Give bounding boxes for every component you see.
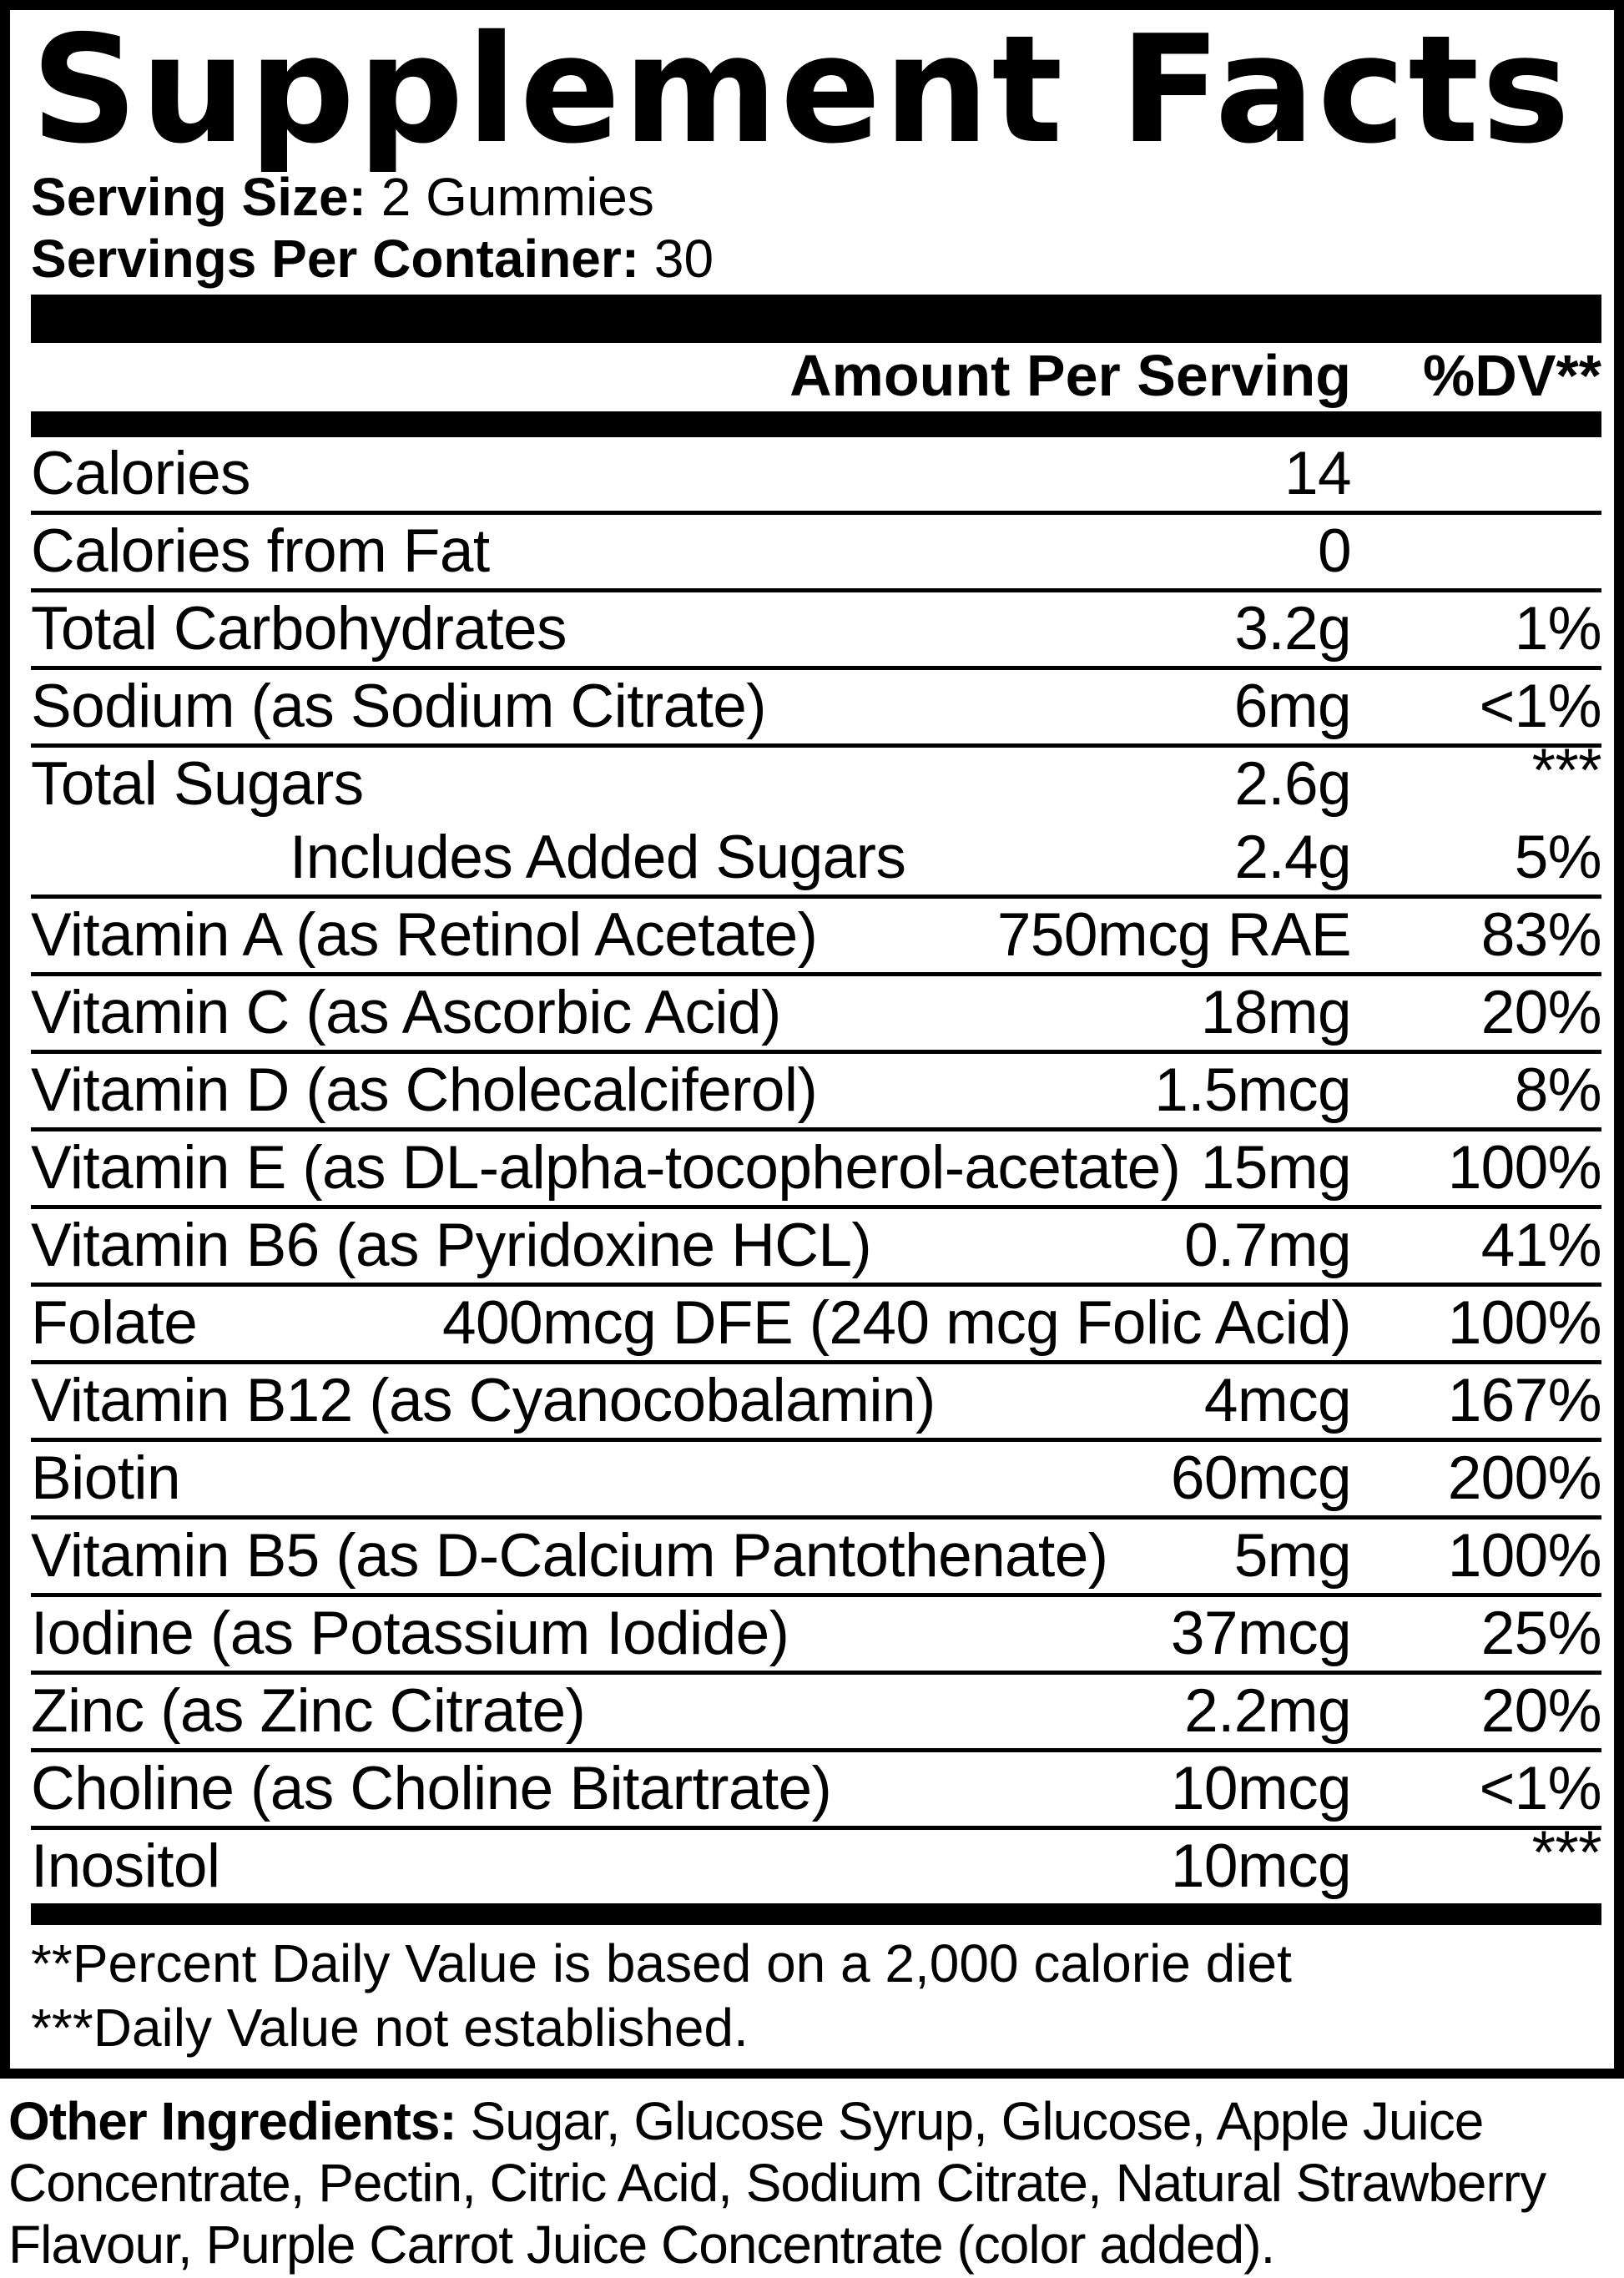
thick-divider-top (31, 295, 1601, 344)
servings-per-container-line: Servings Per Container: 30 (31, 228, 1601, 290)
nutrient-amount: 0 (1318, 517, 1352, 586)
table-row: Calories 14 (31, 437, 1601, 516)
nutrient-daily-value: 20% (1480, 1677, 1602, 1746)
nutrient-name: Total Sugars (31, 750, 364, 819)
column-header-amount: Amount Per Serving (789, 343, 1351, 409)
serving-size-value: 2 Gummies (381, 167, 654, 228)
nutrient-amount: 5mg (1233, 1522, 1352, 1590)
nutrient-amount: 6mg (1233, 673, 1352, 741)
nutrient-daily-value: *** (1531, 1819, 1602, 1887)
other-ingredients-text: Sugar, Glucose Syrup, Glucose, Apple Jui… (8, 2091, 1546, 2275)
nutrient-amount: 10mcg (1170, 1832, 1352, 1901)
nutrient-name: Iodine (as Potassium Iodide) (31, 1600, 789, 1668)
table-row: Biotin 60mcg 200% (31, 1442, 1602, 1520)
table-row: Includes Added Sugars 2.4g 5% (31, 821, 1602, 900)
nutrient-amount: 1.5mcg (1154, 1056, 1351, 1125)
nutrient-daily-value: 100% (1447, 1134, 1602, 1202)
nutrient-daily-value: 25% (1480, 1600, 1602, 1668)
other-ingredients-paragraph: Other Ingredients: Sugar, Glucose Syrup,… (8, 2090, 1616, 2275)
supplement-facts-panel: Supplement Facts Serving Size: 2 Gummies… (0, 0, 1624, 2079)
nutrient-daily-value: 200% (1447, 1444, 1602, 1513)
facts-table-body: Calories 14 Calories from Fat 0 Total Ca… (31, 437, 1602, 1903)
thick-divider-bottom (31, 1903, 1601, 1926)
nutrient-amount: 2.6g (1234, 750, 1351, 819)
table-row: Vitamin D (as Cholecalciferol) 1.5mcg 8% (31, 1054, 1602, 1132)
table-row: Vitamin E (as DL-alpha-tocopherol-acetat… (31, 1131, 1602, 1210)
nutrient-amount: 2.2mg (1184, 1677, 1351, 1746)
serving-size-line: Serving Size: 2 Gummies (31, 166, 1601, 228)
nutrient-name: Choline (as Choline Bitartrate) (31, 1755, 832, 1823)
table-row: Vitamin B6 (as Pyridoxine HCL) 0.7mg 41% (31, 1209, 1602, 1288)
nutrient-name: Calories (31, 440, 251, 508)
nutrient-name: Vitamin B5 (as D-Calcium Pantothenate) (31, 1522, 1108, 1590)
nutrient-daily-value: 167% (1447, 1367, 1602, 1435)
footnote-dv: **Percent Daily Value is based on a 2,00… (31, 1933, 1292, 1994)
nutrient-daily-value: 8% (1514, 1056, 1602, 1125)
nutrient-name: Vitamin A (as Retinol Acetate) (31, 901, 818, 970)
nutrient-daily-value: 1% (1514, 595, 1602, 663)
nutrient-daily-value: <1% (1479, 1755, 1602, 1823)
nutrient-name: Includes Added Sugars (290, 824, 906, 892)
nutrient-daily-value: 20% (1480, 979, 1602, 1047)
table-row: Vitamin B5 (as D-Calcium Pantothenate) 5… (31, 1520, 1602, 1598)
nutrient-amount: 2.4g (1234, 824, 1351, 892)
table-row: Iodine (as Potassium Iodide) 37mcg 25% (31, 1597, 1602, 1676)
table-row: Choline (as Choline Bitartrate) 10mcg <1… (31, 1752, 1602, 1831)
nutrient-daily-value: 100% (1447, 1289, 1602, 1358)
thick-divider-header (31, 411, 1601, 438)
servings-per-container-label: Servings Per Container: (31, 229, 640, 290)
nutrient-name: Zinc (as Zinc Citrate) (31, 1677, 586, 1746)
table-row: Vitamin A (as Retinol Acetate) 750mcg RA… (31, 899, 1602, 977)
table-row: Total Carbohydrates 3.2g 1% (31, 592, 1602, 671)
page-title: Supplement Facts (31, 3, 1573, 176)
nutrient-daily-value: 5% (1514, 824, 1602, 892)
nutrient-name: Calories from Fat (31, 517, 490, 586)
table-row: Calories from Fat 0 (31, 515, 1601, 593)
table-row: Total Sugars 2.6g *** (31, 737, 1602, 821)
nutrient-amount: 15mg (1200, 1134, 1352, 1202)
table-row: Vitamin B12 (as Cyanocobalamin) 4mcg 167… (31, 1364, 1602, 1443)
column-header-dv: %DV** (1423, 343, 1601, 409)
table-header-row: Amount Per Serving %DV** (31, 343, 1601, 411)
nutrient-amount: 10mcg (1170, 1755, 1352, 1823)
nutrient-amount: 0.7mg (1184, 1212, 1351, 1280)
nutrient-amount: 4mcg (1203, 1367, 1352, 1435)
table-row: Folate 400mcg DFE (240 mcg Folic Acid) 1… (31, 1287, 1602, 1365)
table-row: Vitamin C (as Ascorbic Acid) 18mg 20% (31, 976, 1602, 1055)
footnotes: **Percent Daily Value is based on a 2,00… (31, 1925, 1601, 2060)
nutrient-amount: 3.2g (1234, 595, 1351, 663)
servings-per-container-value: 30 (653, 229, 714, 290)
nutrient-daily-value: <1% (1479, 673, 1602, 741)
nutrient-name: Total Carbohydrates (31, 595, 567, 663)
nutrient-amount: 37mcg (1170, 1600, 1352, 1668)
nutrient-name: Vitamin D (as Cholecalciferol) (31, 1056, 818, 1125)
nutrient-daily-value: 100% (1447, 1522, 1602, 1590)
nutrient-daily-value: 41% (1480, 1212, 1602, 1280)
nutrient-amount: 18mg (1200, 979, 1352, 1047)
nutrient-amount: 60mcg (1170, 1444, 1352, 1513)
nutrient-name: Biotin (31, 1444, 181, 1513)
nutrient-name: Sodium (as Sodium Citrate) (31, 673, 767, 741)
nutrient-name: Vitamin B12 (as Cyanocobalamin) (31, 1367, 936, 1435)
serving-size-label: Serving Size: (31, 167, 366, 228)
table-row: Inositol 10mcg *** (31, 1819, 1602, 1903)
footnote-not-established: ***Daily Value not established. (31, 1998, 749, 2059)
nutrient-name: Vitamin E (as DL-alpha-tocopherol-acetat… (31, 1134, 1181, 1202)
nutrient-amount: 400mcg DFE (240 mcg Folic Acid) (442, 1289, 1352, 1358)
nutrient-daily-value: 83% (1480, 901, 1602, 970)
nutrient-amount: 14 (1284, 440, 1352, 508)
other-ingredients-label: Other Ingredients: (8, 2091, 457, 2152)
table-row: Zinc (as Zinc Citrate) 2.2mg 20% (31, 1675, 1602, 1753)
nutrient-name: Vitamin C (as Ascorbic Acid) (31, 979, 781, 1047)
nutrient-amount: 750mcg RAE (996, 901, 1352, 970)
nutrient-name: Vitamin B6 (as Pyridoxine HCL) (31, 1212, 872, 1280)
nutrient-name: Inositol (31, 1832, 220, 1901)
table-row: Sodium (as Sodium Citrate) 6mg <1% (31, 670, 1602, 748)
nutrient-name: Folate (31, 1289, 198, 1358)
nutrient-daily-value: *** (1531, 737, 1602, 805)
